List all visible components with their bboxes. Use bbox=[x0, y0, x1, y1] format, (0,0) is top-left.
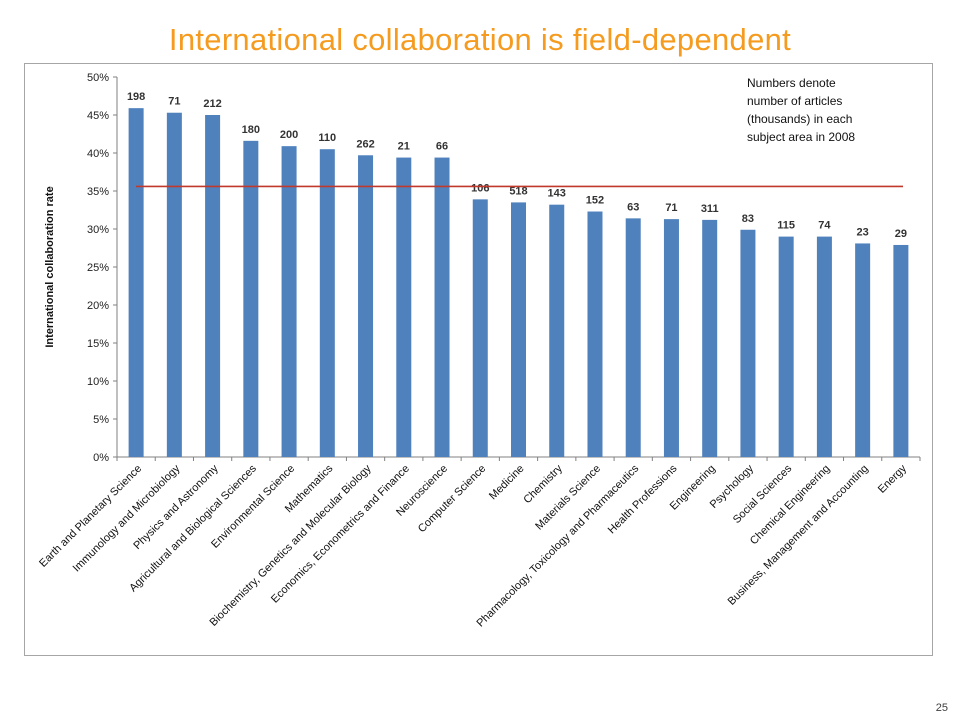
annotation-line: Numbers denote bbox=[747, 76, 836, 90]
bar bbox=[358, 155, 374, 457]
data-label: 115 bbox=[777, 220, 795, 232]
data-labels-group: 198 71 212 180 200 110 262 21 66 106 518 143 152 63 71… bbox=[127, 91, 907, 240]
x-tick-label: Materials Science bbox=[533, 463, 603, 533]
data-label: 143 bbox=[548, 188, 566, 200]
bar bbox=[778, 236, 794, 457]
annotation-line: number of articles bbox=[747, 94, 842, 108]
data-label: 262 bbox=[356, 138, 374, 150]
data-label: 23 bbox=[857, 226, 869, 238]
x-tick-label: Health Professions bbox=[606, 462, 680, 536]
y-tick-label: 0% bbox=[93, 452, 109, 464]
bar bbox=[549, 204, 565, 457]
data-label: 180 bbox=[242, 124, 260, 136]
y-tick-label: 30% bbox=[87, 224, 109, 236]
chart-frame bbox=[24, 63, 933, 656]
data-label: 110 bbox=[318, 132, 336, 144]
data-label: 152 bbox=[586, 195, 604, 207]
bar bbox=[702, 219, 718, 457]
data-label: 311 bbox=[701, 203, 719, 215]
bar bbox=[587, 211, 603, 457]
x-tick-label: Computer Science bbox=[416, 463, 488, 535]
data-label: 212 bbox=[203, 98, 221, 110]
x-tick-label: Business, Management and Accounting bbox=[726, 463, 871, 608]
bar bbox=[128, 108, 144, 457]
bar bbox=[396, 157, 412, 457]
y-tick-label: 40% bbox=[87, 148, 109, 160]
data-label: 74 bbox=[818, 220, 831, 232]
y-tick-label: 15% bbox=[87, 338, 109, 350]
y-axis-label: International collaboration rate bbox=[44, 186, 56, 347]
x-tick-label: Medicine bbox=[487, 463, 527, 503]
bar bbox=[855, 243, 871, 457]
data-label: 198 bbox=[127, 91, 145, 103]
y-tick-label: 5% bbox=[93, 414, 109, 426]
y-tick-label: 10% bbox=[87, 376, 109, 388]
data-label: 106 bbox=[471, 182, 489, 194]
y-tick-label: 20% bbox=[87, 300, 109, 312]
data-label: 83 bbox=[742, 213, 754, 225]
data-label: 21 bbox=[398, 141, 410, 153]
y-tick-label: 25% bbox=[87, 262, 109, 274]
bar bbox=[434, 157, 450, 457]
bar bbox=[472, 199, 488, 458]
y-tick-label: 35% bbox=[87, 186, 109, 198]
data-label: 200 bbox=[280, 129, 298, 141]
bar bbox=[740, 229, 756, 457]
data-label: 66 bbox=[436, 141, 448, 153]
bar bbox=[281, 146, 297, 457]
bar bbox=[816, 236, 832, 457]
bars-group bbox=[128, 108, 909, 458]
data-label: 71 bbox=[168, 96, 180, 108]
data-label: 29 bbox=[895, 228, 907, 240]
slide-title: International collaboration is field-dep… bbox=[168, 22, 792, 57]
x-tick-label: Economics, Econometrics and Finance bbox=[269, 463, 412, 606]
data-label: 63 bbox=[627, 201, 639, 213]
annotation-note: Numbers denote number of articles (thousan… bbox=[747, 76, 855, 144]
bar bbox=[319, 149, 335, 457]
page-number: 25 bbox=[935, 702, 948, 714]
data-label: 71 bbox=[665, 202, 677, 214]
annotation-line: subject area in 2008 bbox=[747, 130, 855, 144]
y-tick-label: 50% bbox=[87, 72, 109, 84]
bar bbox=[625, 218, 641, 457]
annotation-line: (thousands) in each bbox=[747, 112, 852, 126]
bar bbox=[205, 115, 221, 457]
bar bbox=[243, 140, 259, 457]
bar bbox=[511, 202, 526, 457]
bar bbox=[893, 244, 909, 457]
bar bbox=[663, 219, 679, 457]
bar bbox=[166, 112, 182, 457]
y-tick-label: 45% bbox=[87, 110, 109, 122]
x-tick-label: Energy bbox=[876, 462, 909, 495]
data-label: 518 bbox=[509, 185, 527, 197]
